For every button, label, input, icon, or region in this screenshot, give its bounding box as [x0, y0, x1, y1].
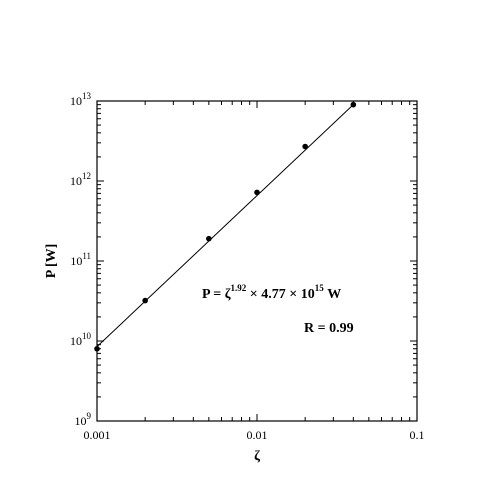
y-axis-label: P [W] [44, 244, 59, 279]
fit-line [96, 104, 354, 348]
x-tick-labels: 0.001 0.01 0.1 [84, 428, 425, 442]
y-tick-label: 109 [75, 411, 92, 428]
x-tick-label: 0.01 [247, 428, 268, 442]
data-point [302, 143, 308, 150]
plot-frame [96, 100, 418, 422]
fit-layer [96, 104, 354, 348]
y-tick-label: 1013 [70, 91, 92, 108]
fit-equation-mid: × 4.77 × 10 [246, 287, 314, 302]
fit-equation-exp2: 15 [315, 283, 325, 293]
fit-equation: P = ζ1.92 × 4.77 × 1015 W [202, 283, 341, 302]
fit-equation-unit: W [324, 287, 342, 302]
data-point [350, 101, 357, 108]
data-point [206, 235, 212, 242]
axis-ticks [96, 100, 418, 422]
data-point [254, 189, 260, 196]
y-tick-label: 1011 [70, 251, 91, 268]
fit-equation-lhs: P = ζ [202, 287, 231, 302]
data-points [94, 101, 357, 352]
correlation-label: R = 0.99 [304, 321, 354, 336]
y-tick-label: 1010 [70, 331, 92, 348]
x-axis-label: ζ [254, 449, 260, 464]
fit-equation-exp1: 1.92 [231, 283, 247, 293]
y-tick-label: 1012 [70, 171, 91, 188]
y-tick-labels: 109 1010 1011 1012 1013 [70, 91, 92, 428]
x-tick-label: 0.1 [410, 428, 425, 442]
data-point [142, 297, 148, 304]
data-point [94, 345, 100, 352]
x-tick-label: 0.001 [84, 428, 111, 442]
